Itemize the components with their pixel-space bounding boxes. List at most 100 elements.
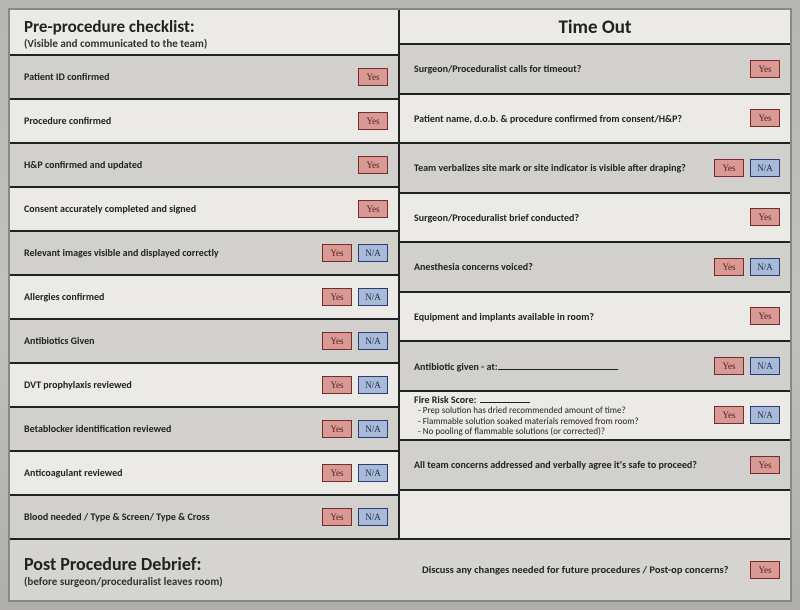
timeout-column: Time Out Surgeon/Proceduralist calls for…: [400, 10, 790, 538]
checklist-label: Fire Risk Score:- Prep solution has drie…: [414, 393, 714, 438]
checklist-row: Betablocker identification reviewedYes N/…: [10, 406, 398, 450]
checklist-row: DVT prophylaxis reviewedYes N/A: [10, 362, 398, 406]
button-group: Yes N/A: [714, 159, 780, 177]
pre-procedure-title: Pre-procedure checklist:: [24, 16, 384, 37]
checklist-label: Betablocker identification reviewed: [24, 423, 322, 435]
sub-item: - No pooling of flammable solutions (or …: [414, 427, 708, 437]
na-button[interactable]: N/A: [750, 406, 780, 424]
yes-button[interactable]: Yes: [322, 244, 352, 262]
button-group: Yes: [358, 68, 388, 86]
checklist-label: Patient name, d.o.b. & procedure confirm…: [414, 113, 750, 125]
checklist-row: Antibiotics GivenYes N/A: [10, 318, 398, 362]
checklist-row: Allergies confirmedYes N/A: [10, 274, 398, 318]
checklist-label: Anesthesia concerns voiced?: [414, 261, 714, 273]
post-procedure-section: Post Procedure Debrief: (before surgeon/…: [10, 540, 790, 600]
yes-button[interactable]: Yes: [750, 60, 780, 78]
checklist-label: Antibiotics Given: [24, 335, 322, 347]
na-button[interactable]: N/A: [750, 258, 780, 276]
button-group: Yes: [358, 112, 388, 130]
checklist-label: [414, 509, 780, 521]
checklist-row: Surgeon/Proceduralist calls for timeout?…: [400, 43, 790, 93]
yes-button[interactable]: Yes: [358, 200, 388, 218]
na-button[interactable]: N/A: [750, 159, 780, 177]
button-group: Yes N/A: [322, 464, 388, 482]
button-group: Yes N/A: [322, 508, 388, 526]
na-button[interactable]: N/A: [358, 376, 388, 394]
blank-line: [480, 393, 530, 403]
button-group: Yes N/A: [322, 420, 388, 438]
button-group: Yes: [750, 307, 780, 325]
yes-button[interactable]: Yes: [750, 109, 780, 127]
whiteboard: Pre-procedure checklist: (Visible and co…: [8, 8, 792, 602]
checklist-label: Allergies confirmed: [24, 291, 322, 303]
checklist-row: Relevant images visible and displayed co…: [10, 230, 398, 274]
timeout-title: Time Out: [414, 16, 776, 39]
checklist-row: Anticoagulant reviewedYesN/A: [10, 450, 398, 494]
board-frame: Pre-procedure checklist: (Visible and co…: [0, 0, 800, 610]
yes-button[interactable]: Yes: [750, 456, 780, 474]
checklist-row: Procedure confirmedYes: [10, 98, 398, 142]
yes-button[interactable]: Yes: [714, 406, 744, 424]
yes-button[interactable]: Yes: [322, 332, 352, 350]
na-button[interactable]: N/A: [358, 420, 388, 438]
na-button[interactable]: N/A: [358, 288, 388, 306]
button-group: Yes N/A: [322, 376, 388, 394]
button-group: Yes: [750, 208, 780, 226]
yes-button[interactable]: Yes: [322, 420, 352, 438]
button-group: Yes N/A: [322, 288, 388, 306]
checklist-label: Consent accurately completed and signed: [24, 203, 358, 215]
checklist-row: Team verbalizes site mark or site indica…: [400, 142, 790, 192]
yes-button[interactable]: Yes: [714, 159, 744, 177]
post-procedure-buttons: Yes: [750, 561, 780, 579]
checklist-row: Consent accurately completed and signedY…: [10, 186, 398, 230]
button-group: Yes: [750, 456, 780, 474]
post-procedure-title: Post Procedure Debrief:: [24, 553, 402, 575]
post-procedure-question-row: Discuss any changes needed for future pr…: [402, 561, 780, 579]
yes-button[interactable]: Yes: [750, 208, 780, 226]
checklist-label: DVT prophylaxis reviewed: [24, 379, 322, 391]
yes-button[interactable]: Yes: [358, 68, 388, 86]
yes-button[interactable]: Yes: [322, 508, 352, 526]
blank-line: [498, 360, 618, 370]
na-button[interactable]: N/A: [358, 244, 388, 262]
na-button[interactable]: N/A: [358, 508, 388, 526]
checklist-row: Patient name, d.o.b. & procedure confirm…: [400, 93, 790, 143]
button-group: Yes: [358, 156, 388, 174]
checklist-label: H&P confirmed and updated: [24, 159, 358, 171]
button-group: Yes N/A: [714, 357, 780, 375]
yes-button[interactable]: Yes: [750, 307, 780, 325]
checklist-label: All team concerns addressed and verbally…: [414, 459, 750, 471]
checklist-row: All team concerns addressed and verbally…: [400, 439, 790, 489]
checklist-row: Blood needed / Type & Screen/ Type & Cro…: [10, 494, 398, 538]
yes-button[interactable]: Yes: [322, 288, 352, 306]
checklist-row: Anesthesia concerns voiced?Yes N/A: [400, 241, 790, 291]
button-group: Yes N/A: [714, 406, 780, 424]
yes-button[interactable]: Yes: [358, 112, 388, 130]
checklist-label: Surgeon/Proceduralist calls for timeout?: [414, 63, 750, 75]
yes-button[interactable]: Yes: [714, 258, 744, 276]
checklist-label: Equipment and implants available in room…: [414, 311, 750, 323]
yes-button[interactable]: Yes: [322, 464, 352, 482]
pre-procedure-rows: Patient ID confirmedYesProcedure confirm…: [10, 54, 398, 538]
yes-button[interactable]: Yes: [358, 156, 388, 174]
yes-button[interactable]: Yes: [714, 357, 744, 375]
checklist-label: Surgeon/Proceduralist brief conducted?: [414, 212, 750, 224]
checklist-row: Equipment and implants available in room…: [400, 291, 790, 341]
pre-procedure-subtitle: (Visible and communicated to the team): [24, 37, 384, 50]
checklist-label: Relevant images visible and displayed co…: [24, 247, 322, 259]
checklist-label: Team verbalizes site mark or site indica…: [414, 162, 714, 174]
checklist-row: Surgeon/Proceduralist brief conducted?Ye…: [400, 192, 790, 242]
checklist-row: Fire Risk Score:- Prep solution has drie…: [400, 390, 790, 440]
na-button[interactable]: N/A: [358, 464, 388, 482]
checklist-row: [400, 489, 790, 539]
yes-button[interactable]: Yes: [750, 561, 780, 579]
button-group: Yes: [750, 109, 780, 127]
sub-list: - Prep solution has dried recommended am…: [414, 406, 708, 437]
checklist-row: H&P confirmed and updatedYes: [10, 142, 398, 186]
yes-button[interactable]: Yes: [322, 376, 352, 394]
post-procedure-question: Discuss any changes needed for future pr…: [422, 564, 750, 577]
button-group: Yes N/A: [714, 258, 780, 276]
button-group: Yes N/A: [322, 244, 388, 262]
na-button[interactable]: N/A: [358, 332, 388, 350]
na-button[interactable]: N/A: [750, 357, 780, 375]
